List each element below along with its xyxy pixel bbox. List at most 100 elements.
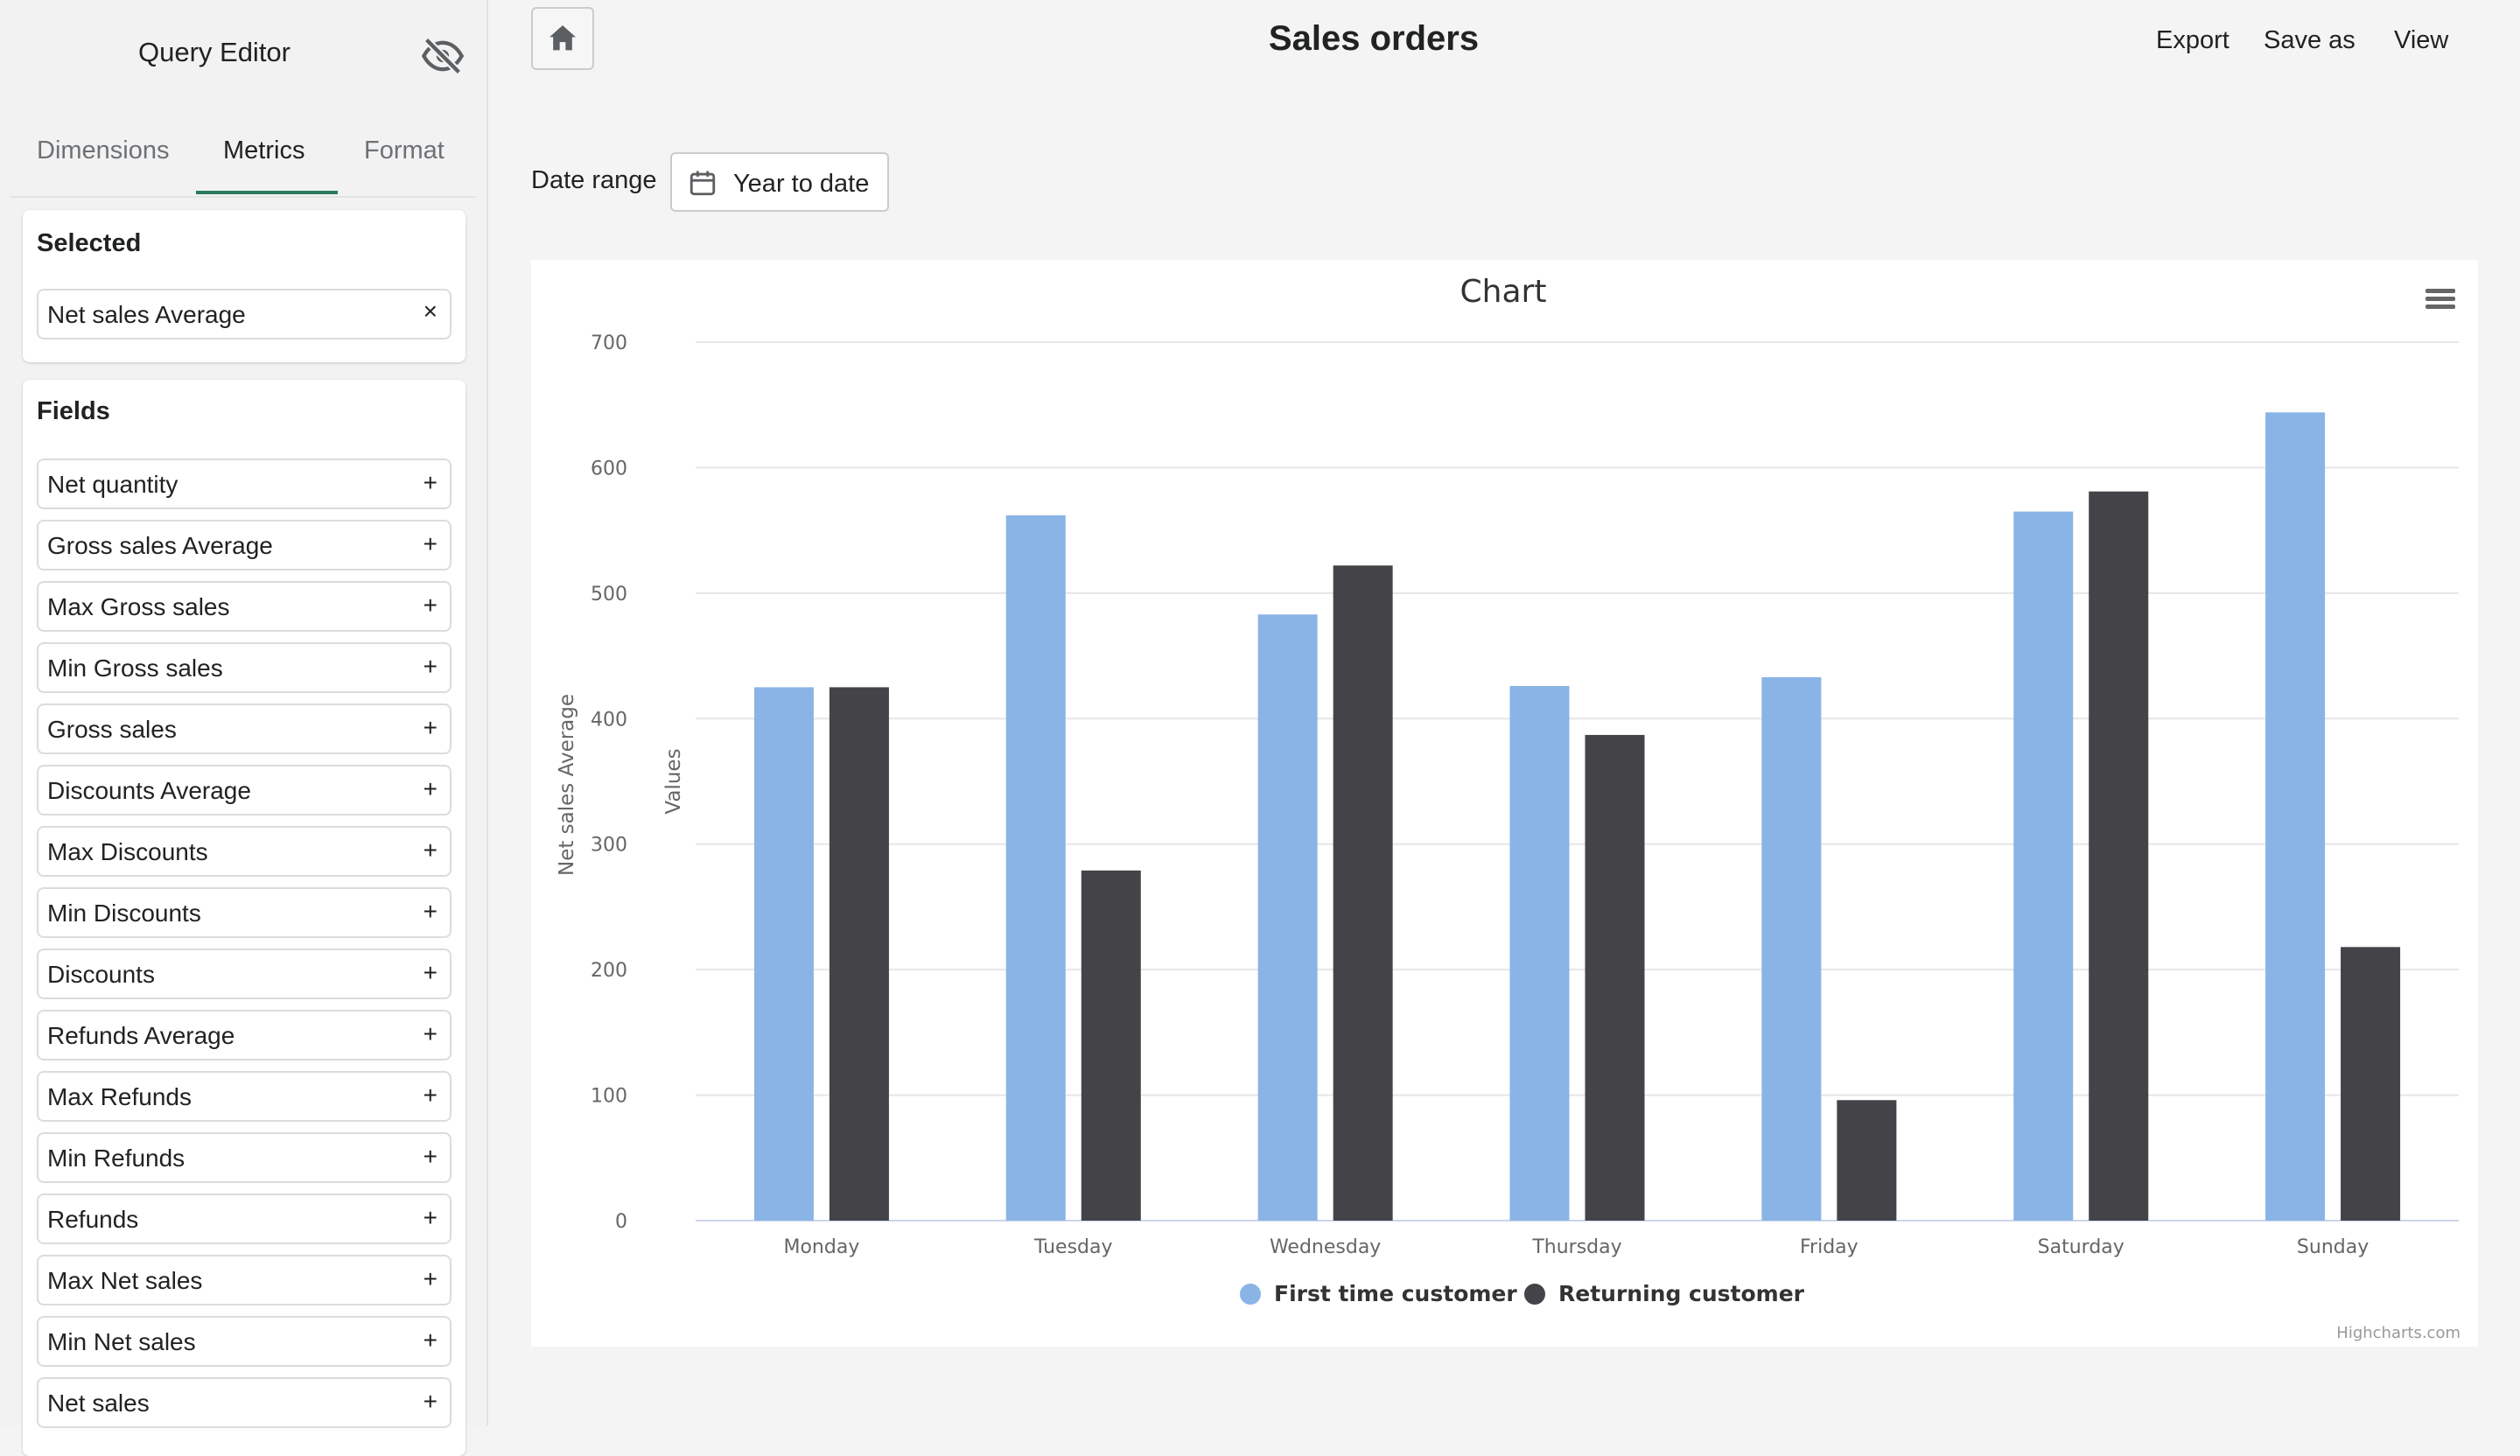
field-item[interactable]: Gross sales + — [37, 704, 452, 754]
selected-item-label: Net sales Average — [47, 301, 246, 328]
y-tick-label: 0 — [615, 1211, 627, 1233]
bar-returning-tuesday — [1081, 870, 1141, 1221]
legend-label-first-time: First time customer — [1274, 1281, 1517, 1306]
field-item-label: Discounts — [47, 961, 155, 988]
field-item[interactable]: Max Discounts + — [37, 826, 452, 877]
field-item-label: Max Discounts — [47, 838, 208, 865]
add-field-button[interactable]: + — [423, 469, 438, 496]
add-field-button[interactable]: + — [423, 1326, 438, 1354]
bar-returning-saturday — [2089, 491, 2149, 1221]
eye-off-icon[interactable] — [420, 33, 466, 79]
add-field-button[interactable]: + — [423, 592, 438, 619]
field-item-label: Min Refunds — [47, 1144, 186, 1172]
field-item[interactable]: Min Discounts + — [37, 887, 452, 938]
bar-first-time-sunday — [2265, 412, 2326, 1221]
bar-returning-wednesday — [1333, 565, 1393, 1221]
field-item[interactable]: Net sales + — [37, 1377, 452, 1428]
bar-returning-thursday — [1585, 734, 1645, 1221]
field-item-label: Max Refunds — [47, 1083, 192, 1110]
view-button[interactable]: View — [2394, 26, 2449, 54]
field-item-label: Refunds Average — [47, 1022, 235, 1049]
editor-tabs: Dimensions Metrics Format — [10, 124, 476, 198]
tab-dimensions[interactable]: Dimensions — [37, 136, 170, 164]
y-tick-label: 400 — [591, 709, 627, 731]
export-button[interactable]: Export — [2156, 26, 2230, 54]
remove-selected-button[interactable]: × — [423, 298, 438, 325]
chart-svg: Chart 0 100 200 300 400 500 600 700 Net sales Ave… — [556, 274, 2460, 1342]
field-item[interactable]: Discounts Average + — [37, 765, 452, 816]
x-tick-label: Saturday — [2038, 1236, 2124, 1258]
date-range-label: Date range — [531, 166, 657, 194]
add-field-button[interactable]: + — [423, 653, 438, 680]
legend-marker-returning — [1524, 1284, 1545, 1305]
add-field-button[interactable]: + — [423, 1265, 438, 1292]
chart-title: Chart — [1460, 274, 1547, 310]
field-item[interactable]: Discounts + — [37, 948, 452, 999]
home-icon — [550, 25, 576, 51]
y-axis-title: Net sales Average — [556, 694, 578, 876]
field-item[interactable]: Min Gross sales + — [37, 642, 452, 693]
x-tick-label: Monday — [783, 1236, 859, 1258]
hamburger-menu-icon[interactable] — [2426, 289, 2455, 309]
field-item[interactable]: Min Refunds + — [37, 1132, 452, 1183]
field-item-label: Min Gross sales — [47, 654, 223, 682]
y-tick-label: 700 — [591, 332, 627, 354]
add-field-button[interactable]: + — [423, 775, 438, 802]
field-item-label: Min Discounts — [47, 900, 201, 927]
legend-marker-first-time — [1240, 1284, 1261, 1305]
add-field-button[interactable]: + — [423, 714, 438, 741]
fields-card: Fields Net quantity + Gross sales Average +… — [23, 380, 466, 1456]
x-tick-label: Wednesday — [1270, 1236, 1381, 1258]
field-item[interactable]: Max Gross sales + — [37, 581, 452, 632]
add-field-button[interactable]: + — [423, 530, 438, 557]
tab-format[interactable]: Format — [364, 136, 444, 164]
y-tick-label: 100 — [591, 1086, 627, 1108]
bar-first-time-wednesday — [1257, 614, 1318, 1221]
field-item[interactable]: Gross sales Average + — [37, 520, 452, 570]
y-tick-label: 500 — [591, 584, 627, 606]
add-field-button[interactable]: + — [423, 1143, 438, 1170]
query-editor-title: Query Editor — [137, 37, 290, 67]
x-tick-label: Friday — [1800, 1236, 1858, 1258]
save-as-button[interactable]: Save as — [2264, 26, 2356, 54]
add-field-button[interactable]: + — [423, 898, 438, 925]
add-field-button[interactable]: + — [423, 1204, 438, 1231]
chart-panel: Chart 0 100 200 300 400 500 600 700 Net sales Ave… — [531, 260, 2478, 1347]
add-field-button[interactable]: + — [423, 1020, 438, 1047]
tab-metrics[interactable]: Metrics — [223, 136, 305, 164]
field-item[interactable]: Max Refunds + — [37, 1071, 452, 1122]
add-field-button[interactable]: + — [423, 1082, 438, 1109]
bar-first-time-monday — [753, 687, 814, 1221]
field-item[interactable]: Refunds Average + — [37, 1010, 452, 1060]
field-item-label: Min Net sales — [47, 1328, 196, 1355]
field-item[interactable]: Net quantity + — [37, 458, 452, 509]
bar-returning-sunday — [2341, 947, 2401, 1221]
field-item-label: Gross sales Average — [47, 532, 273, 559]
field-item[interactable]: Min Net sales + — [37, 1316, 452, 1367]
bar-first-time-saturday — [2013, 511, 2074, 1221]
bar-returning-monday — [829, 687, 889, 1221]
bar-first-time-thursday — [1509, 685, 1570, 1221]
chart-credits: Highcharts.com — [2336, 1324, 2460, 1342]
fields-title: Fields — [37, 397, 110, 425]
selected-card: Selected Net sales Average × — [23, 210, 466, 362]
add-field-button[interactable]: + — [423, 1388, 438, 1415]
field-item[interactable]: Max Net sales + — [37, 1255, 452, 1306]
field-item-label: Discounts Average — [47, 777, 251, 804]
field-item-label: Net sales — [47, 1390, 150, 1417]
active-tab-indicator — [196, 191, 338, 194]
selected-title: Selected — [37, 229, 142, 257]
home-button[interactable] — [531, 7, 594, 70]
bar-returning-friday — [1837, 1100, 1897, 1221]
date-range-value: Year to date — [733, 170, 870, 198]
date-range-picker[interactable]: Year to date — [670, 152, 889, 212]
bar-first-time-friday — [1761, 676, 1822, 1221]
add-field-button[interactable]: + — [423, 959, 438, 986]
legend-label-returning: Returning customer — [1558, 1281, 1805, 1306]
field-item-label: Max Gross sales — [47, 593, 230, 620]
field-item-label: Net quantity — [47, 471, 178, 498]
add-field-button[interactable]: + — [423, 836, 438, 864]
field-item[interactable]: Refunds + — [37, 1194, 452, 1244]
bar-first-time-tuesday — [1005, 514, 1066, 1221]
x-tick-label: Thursday — [1531, 1236, 1621, 1258]
